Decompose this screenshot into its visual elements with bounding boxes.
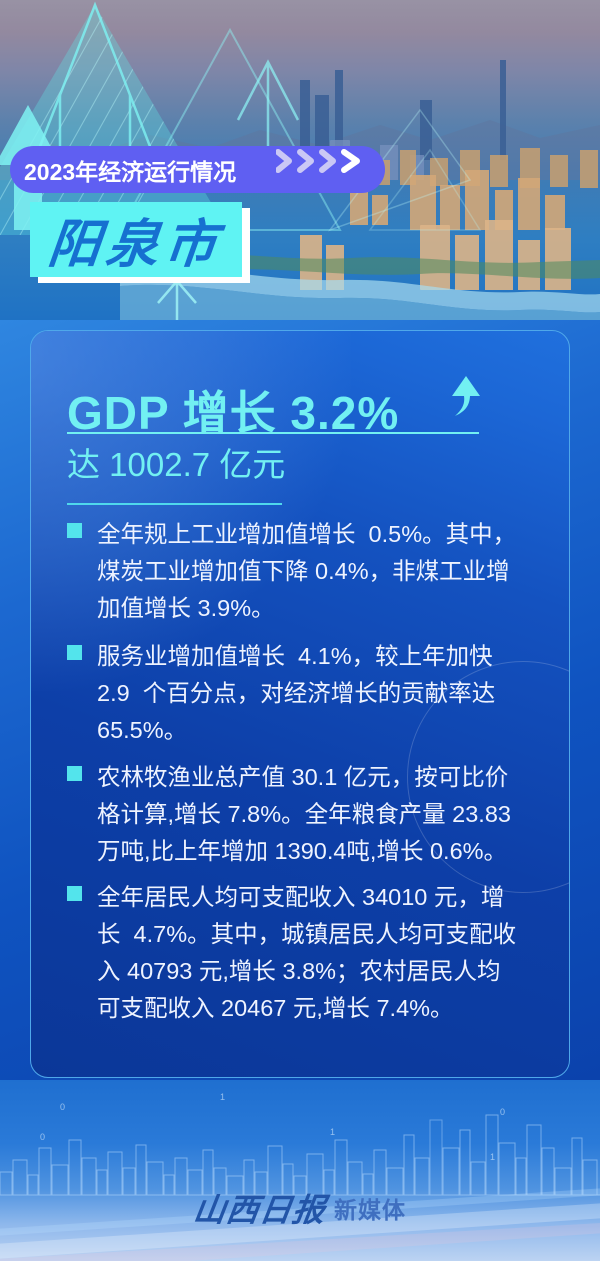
svg-text:1: 1: [330, 1127, 335, 1137]
svg-text:1: 1: [220, 1092, 225, 1102]
svg-text:1: 1: [490, 1152, 495, 1162]
svg-text:0: 0: [500, 1107, 505, 1117]
svg-text:0: 0: [60, 1102, 65, 1112]
svg-text:0: 0: [40, 1132, 45, 1142]
